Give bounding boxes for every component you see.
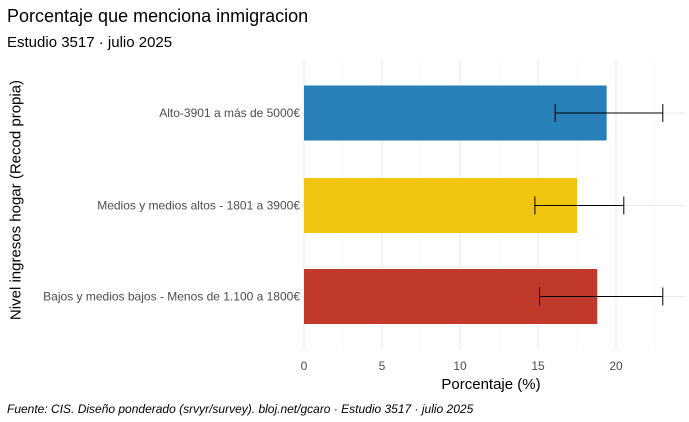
x-tick-label: 15 [531, 359, 545, 373]
chart-caption: Fuente: CIS. Diseño ponderado (srvyr/sur… [7, 402, 474, 416]
bar [304, 178, 577, 233]
x-tick-label: 5 [379, 359, 386, 373]
chart-subtitle: Estudio 3517 · julio 2025 [7, 34, 173, 51]
error-bars [534, 104, 664, 306]
x-tick-label: 0 [301, 359, 308, 373]
chart-title: Porcentaje que menciona inmigracion [7, 6, 309, 26]
x-axis-ticks: 0 5 10 15 20 [301, 359, 623, 373]
y-axis-ticks: Alto-3901 a más de 5000€ Medios y medios … [43, 106, 300, 304]
category-label: Alto-3901 a más de 5000€ [159, 106, 300, 120]
x-tick-label: 20 [609, 359, 623, 373]
x-axis-label: Porcentaje (%) [441, 376, 540, 393]
x-tick-label: 10 [453, 359, 467, 373]
bars [304, 85, 607, 324]
category-label: Bajos y medios bajos - Menos de 1.100 a … [43, 290, 300, 304]
category-label: Medios y medios altos - 1801 a 3900€ [97, 199, 300, 213]
